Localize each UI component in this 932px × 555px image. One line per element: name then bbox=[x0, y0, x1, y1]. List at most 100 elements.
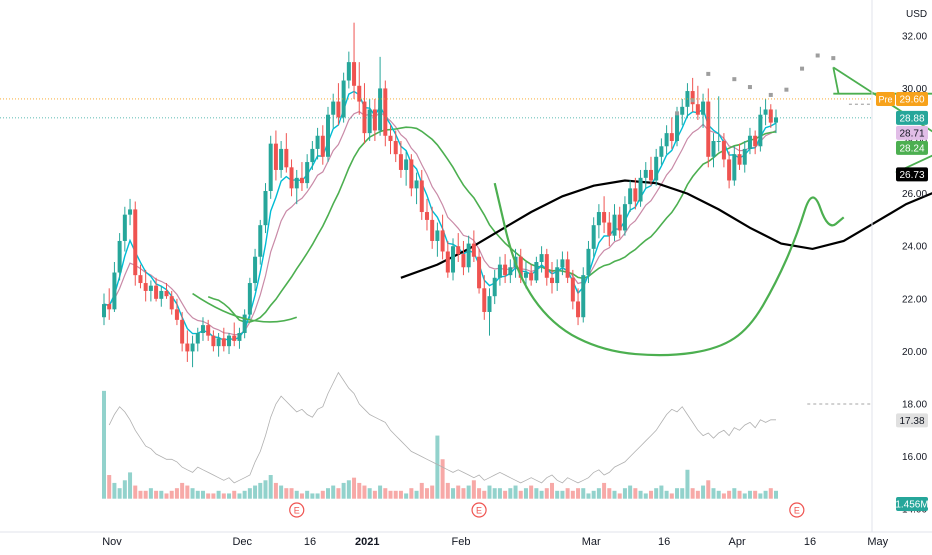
candle bbox=[367, 98, 372, 142]
volume-bar bbox=[148, 488, 153, 499]
candle bbox=[164, 283, 169, 299]
volume-bar bbox=[638, 490, 643, 499]
candle-body bbox=[763, 109, 768, 115]
volume-bar bbox=[404, 493, 409, 499]
candle-body bbox=[273, 143, 278, 170]
candle-body bbox=[404, 159, 409, 170]
candle bbox=[659, 138, 664, 165]
price-label-box bbox=[896, 413, 928, 428]
candle-body bbox=[409, 159, 414, 189]
new-high-marker bbox=[732, 77, 737, 82]
candle-body bbox=[430, 219, 435, 241]
candle-body bbox=[628, 188, 633, 205]
candle-body bbox=[576, 301, 581, 318]
volume-bar bbox=[581, 488, 586, 499]
candle bbox=[617, 206, 622, 239]
candle-body bbox=[466, 243, 471, 268]
candle-body bbox=[346, 62, 351, 81]
candle bbox=[273, 130, 278, 181]
volume-bar bbox=[768, 488, 773, 499]
volume-bar bbox=[732, 488, 737, 499]
pattern-annotations bbox=[0, 66, 932, 357]
volume-bar bbox=[352, 477, 357, 499]
candle bbox=[242, 309, 247, 339]
candle-body bbox=[164, 290, 169, 297]
candle bbox=[148, 280, 153, 302]
volume-bar bbox=[336, 488, 341, 499]
candle-body bbox=[414, 180, 419, 189]
candle bbox=[133, 201, 138, 286]
volume-bar bbox=[107, 475, 112, 499]
y-tick-label: 32.00 bbox=[902, 31, 927, 42]
price-label-tag-text: Pre bbox=[878, 94, 892, 104]
candle-body bbox=[555, 267, 560, 284]
volume-bar bbox=[466, 485, 471, 499]
volume-bar bbox=[456, 485, 461, 499]
candle-body bbox=[747, 135, 752, 149]
earnings-circle bbox=[789, 502, 805, 518]
volume-bar bbox=[555, 490, 560, 499]
candle-body bbox=[112, 272, 117, 310]
candle-body bbox=[232, 335, 237, 341]
volume-bar bbox=[393, 490, 398, 499]
candle bbox=[690, 77, 695, 113]
candle bbox=[622, 196, 627, 236]
volume-bar bbox=[414, 490, 419, 499]
rs-line-layer bbox=[108, 371, 872, 484]
candle-body bbox=[445, 251, 450, 273]
candle bbox=[346, 51, 351, 89]
volume-bar bbox=[596, 488, 601, 499]
candle-body bbox=[169, 296, 174, 310]
candle-body bbox=[289, 167, 294, 189]
price-label-box bbox=[896, 167, 928, 182]
candle-body bbox=[716, 141, 721, 143]
volume-bar bbox=[362, 485, 367, 499]
candle-body bbox=[284, 148, 289, 168]
volume-bar bbox=[513, 485, 518, 499]
candle bbox=[320, 125, 325, 165]
candle bbox=[372, 98, 377, 142]
volume-bar bbox=[523, 488, 528, 499]
candle-body bbox=[690, 91, 695, 105]
candle-body bbox=[492, 277, 497, 297]
candle bbox=[607, 212, 612, 247]
candle-body bbox=[388, 135, 393, 142]
candle-body bbox=[482, 288, 487, 312]
candle bbox=[648, 156, 653, 186]
candle bbox=[711, 133, 716, 168]
candle-body bbox=[299, 177, 304, 184]
candle bbox=[122, 206, 127, 252]
candle-body bbox=[675, 114, 680, 142]
volume-bar bbox=[471, 480, 476, 499]
cup-curve bbox=[493, 182, 845, 357]
volume-bar bbox=[482, 490, 487, 499]
candle-body bbox=[195, 333, 200, 344]
candle bbox=[706, 88, 711, 168]
volume-bar bbox=[706, 480, 711, 499]
volume-bar bbox=[398, 490, 403, 499]
price-label-ma_green: 28.24 bbox=[896, 140, 928, 155]
pattern-edge-line bbox=[832, 67, 840, 94]
volume-bar bbox=[299, 493, 304, 499]
candle bbox=[393, 130, 398, 163]
candle bbox=[451, 238, 456, 281]
candle bbox=[471, 230, 476, 262]
new-high-marker bbox=[768, 92, 773, 97]
volume-bar bbox=[690, 488, 695, 499]
price-label-box bbox=[896, 110, 928, 125]
candle-body bbox=[648, 169, 653, 181]
candle bbox=[560, 251, 565, 276]
volume-bar bbox=[685, 469, 690, 499]
candle-body bbox=[148, 285, 153, 291]
candle-body bbox=[586, 248, 591, 276]
candle-body bbox=[768, 109, 773, 123]
candle-body bbox=[305, 162, 310, 184]
candle-body bbox=[138, 275, 143, 284]
candle-body bbox=[544, 254, 549, 278]
volume-bar bbox=[586, 493, 591, 499]
candle-body bbox=[669, 133, 674, 142]
candle bbox=[732, 146, 737, 186]
candle bbox=[654, 148, 659, 186]
candle-body bbox=[419, 180, 424, 213]
candle bbox=[227, 333, 232, 355]
